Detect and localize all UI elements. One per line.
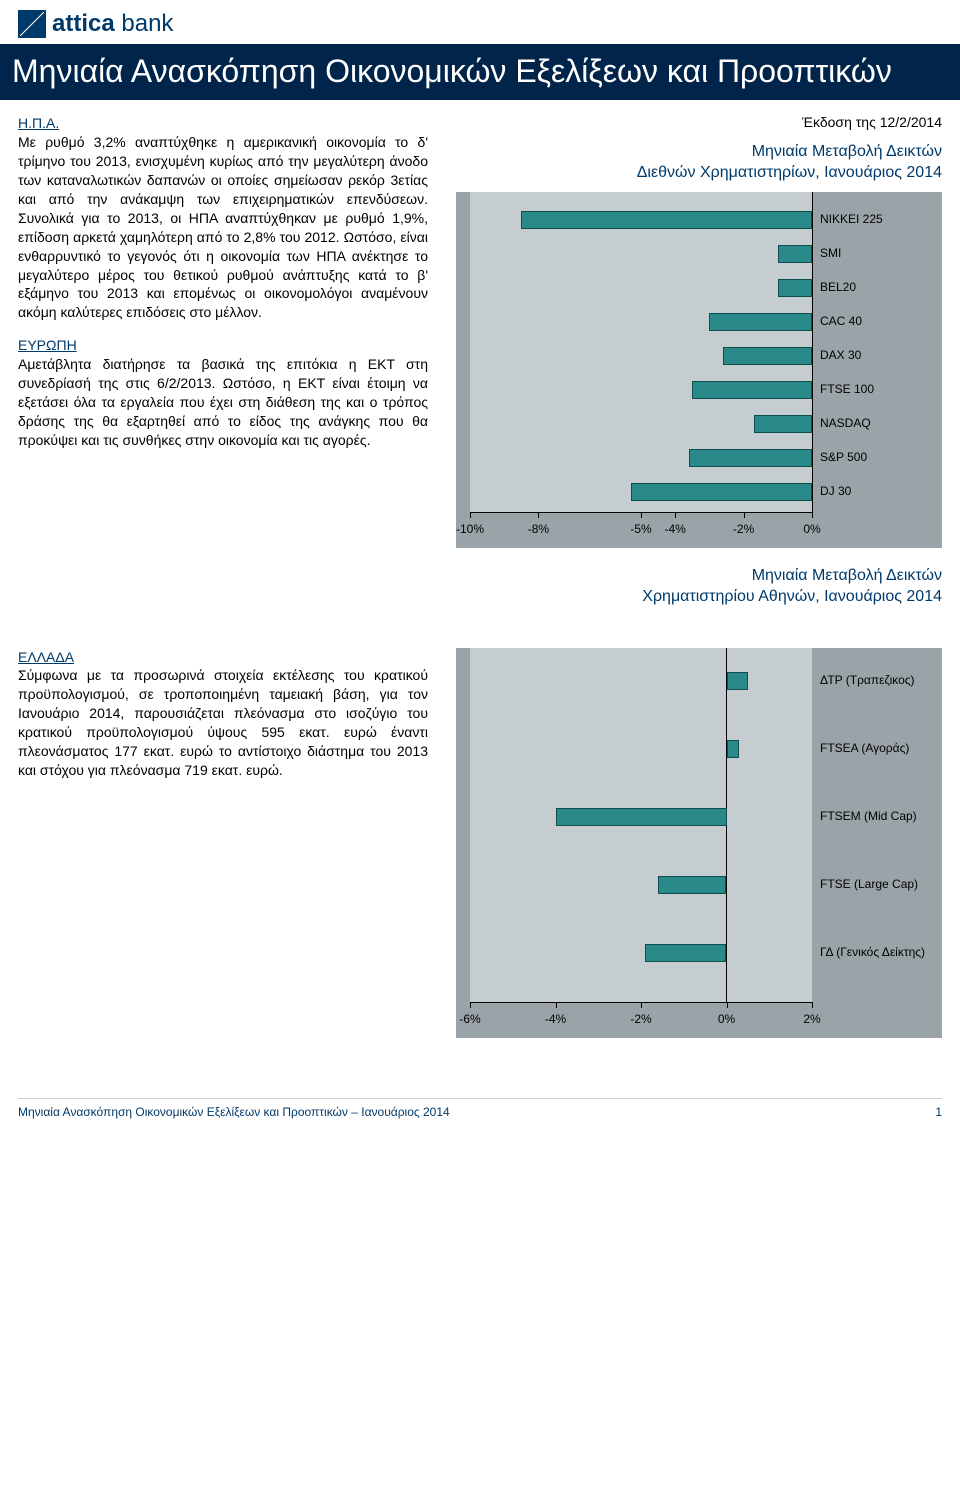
chart-xtick: -4% — [665, 522, 686, 536]
section-body-eu: Αμετάβλητα διατήρησε τα βασικά της επιτό… — [18, 356, 428, 448]
chart-bar — [727, 672, 748, 690]
chart-xtick: 0% — [718, 1012, 735, 1026]
chart-bar — [631, 483, 812, 501]
chart-xtick: 2% — [803, 1012, 820, 1026]
section-heading-eu: ΕΥΡΩΠΗ — [18, 337, 77, 353]
chart-world-title: Μηνιαία Μεταβολή Δεικτών Διεθνών Χρηματι… — [456, 142, 942, 184]
section-body-gr: Σύμφωνα με τα προσωρινά στοιχεία εκτέλεσ… — [18, 667, 428, 777]
right-column: Έκδοση της 12/2/2014 Μηνιαία Μεταβολή Δε… — [456, 114, 942, 615]
title-bar: Μηνιαία Ανασκόπηση Οικονομικών Εξελίξεων… — [0, 44, 960, 100]
section-heading-usa: Η.Π.Α. — [18, 115, 59, 131]
chart-ylabel: DJ 30 — [820, 484, 851, 498]
page-footer: Μηνιαία Ανασκόπηση Οικονομικών Εξελίξεων… — [18, 1098, 942, 1119]
chart-bar — [658, 876, 726, 894]
chart-ylabel: NIKKEI 225 — [820, 212, 883, 226]
chart-ylabel: FTSEM (Mid Cap) — [820, 809, 917, 823]
chart-xtick: -8% — [528, 522, 549, 536]
chart-world-title-l2: Διεθνών Χρηματιστηρίων, Ιανουάριος 2014 — [637, 164, 942, 181]
greece-text: ΕΛΛΑΔΑ Σύμφωνα με τα προσωρινά στοιχεία … — [18, 648, 428, 1038]
chart-xtick: -5% — [630, 522, 651, 536]
chart-ylabel: CAC 40 — [820, 314, 862, 328]
chart-bar — [689, 449, 812, 467]
page-title: Μηνιαία Ανασκόπηση Οικονομικών Εξελίξεων… — [12, 52, 948, 90]
chart-bar — [645, 944, 726, 962]
chart-ylabel: S&P 500 — [820, 450, 867, 464]
logo-mark-icon — [18, 10, 46, 38]
chart-bar — [521, 211, 812, 229]
issue-date: Έκδοση της 12/2/2014 — [456, 114, 942, 130]
chart-athens-title: Μηνιαία Μεταβολή Δεικτών Χρηματιστηρίου … — [456, 566, 942, 608]
section-heading-gr: ΕΛΛΑΔΑ — [18, 649, 74, 665]
chart-xtick: -4% — [545, 1012, 566, 1026]
chart-ylabel: DAX 30 — [820, 348, 861, 362]
chart-bar — [727, 740, 740, 758]
chart-world-title-l1: Μηνιαία Μεταβολή Δεικτών — [752, 143, 942, 160]
chart-bar — [723, 347, 812, 365]
footer-page: 1 — [935, 1105, 942, 1119]
logo-text: attica bank — [52, 10, 173, 38]
chart-ylabel: FTSE 100 — [820, 382, 874, 396]
logo-brand-2: bank — [115, 10, 174, 37]
chart-ylabel: ΓΔ (Γενικός Δείκτης) — [820, 945, 925, 959]
chart-athens-wrap: ΔΤΡ (Τραπεζικος) FTSEA (Αγοράς) FTSEM (Mid… — [456, 648, 942, 1038]
left-column: Η.Π.Α. Με ρυθμό 3,2% αναπτύχθηκε η αμερι… — [18, 114, 428, 615]
footer-text: Μηνιαία Ανασκόπηση Οικονομικών Εξελίξεων… — [18, 1105, 450, 1119]
chart-ylabel: ΔΤΡ (Τραπεζικος) — [820, 673, 915, 687]
chart-bar — [556, 808, 727, 826]
chart-ylabel: BEL20 — [820, 280, 856, 294]
chart-bar — [754, 415, 812, 433]
logo-brand-1: attica — [52, 10, 115, 37]
section-body-usa: Με ρυθμό 3,2% αναπτύχθηκε η αμερικανική … — [18, 134, 428, 320]
chart-ylabel: NASDAQ — [820, 416, 871, 430]
chart-xtick: -2% — [733, 522, 754, 536]
chart-ylabel: FTSE (Large Cap) — [820, 877, 918, 891]
chart-athens-title-l2: Χρηματιστηρίου Αθηνών, Ιανουάριος 2014 — [642, 588, 942, 605]
chart-athens-title-l1: Μηνιαία Μεταβολή Δεικτών — [752, 567, 942, 584]
chart-xtick: -6% — [459, 1012, 480, 1026]
chart-bar — [692, 381, 812, 399]
chart-bar — [778, 279, 812, 297]
chart-athens: ΔΤΡ (Τραπεζικος) FTSEA (Αγοράς) FTSEM (Mid… — [456, 648, 942, 1038]
chart-xtick: 0% — [803, 522, 820, 536]
chart-ylabel: SMI — [820, 246, 841, 260]
chart-ylabel: FTSEA (Αγοράς) — [820, 741, 909, 755]
chart-bar — [778, 245, 812, 263]
chart-xtick: -2% — [630, 1012, 651, 1026]
chart-world: NIKKEI 225 SMI BEL20 CAC 40 DAX 30 FTSE 100 NA… — [456, 192, 942, 548]
chart-xtick: -10% — [456, 522, 484, 536]
chart-bar — [709, 313, 812, 331]
brand-logo: attica bank — [18, 10, 942, 38]
